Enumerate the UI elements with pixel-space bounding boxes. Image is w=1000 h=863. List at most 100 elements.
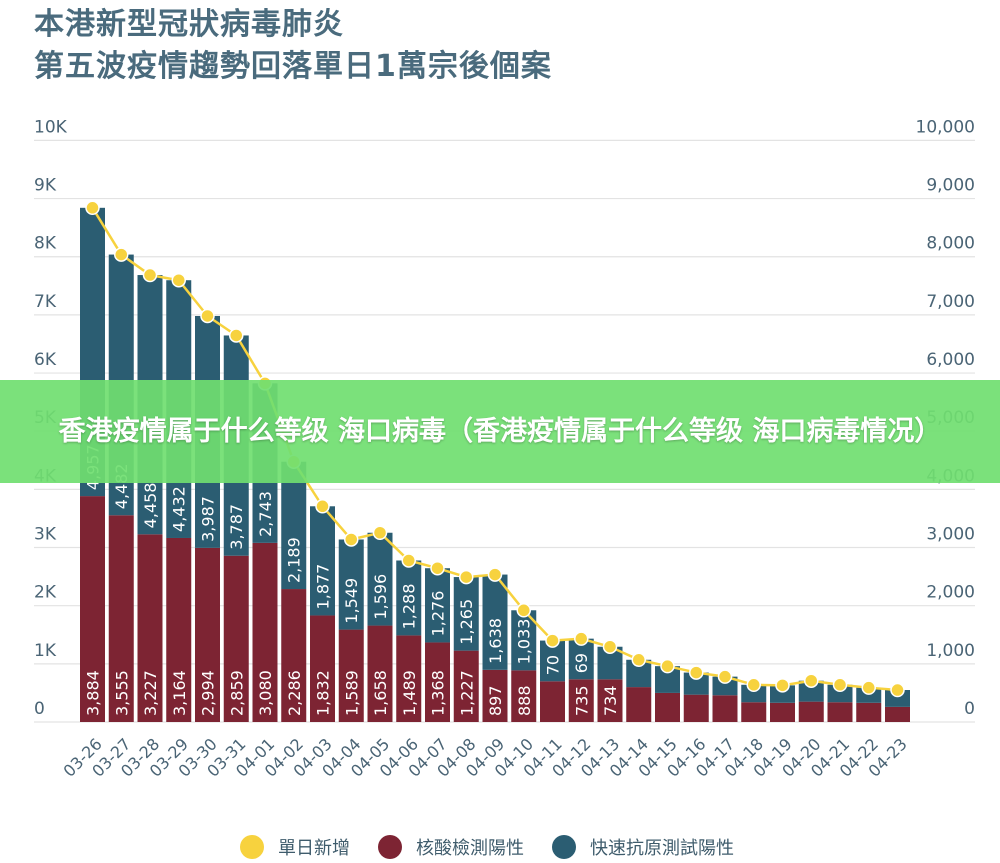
bar-rat xyxy=(885,690,910,707)
right-axis-tick: 10,000 xyxy=(916,117,975,137)
bar-rat-label: 69 xyxy=(572,653,591,673)
left-axis-tick: 1K xyxy=(34,641,57,661)
line-daily-point xyxy=(861,680,876,695)
title-line-1: 本港新型冠狀病毒肺炎 xyxy=(34,7,344,42)
bar-pcr-label: 3,164 xyxy=(170,670,189,716)
bar-rat xyxy=(482,574,508,670)
line-daily-point xyxy=(775,678,790,693)
bar-rat-label: 1,288 xyxy=(400,584,419,630)
bar-pcr-label: 1,589 xyxy=(342,670,361,716)
right-axis-tick: 0 xyxy=(964,699,975,719)
overlay-banner: 香港疫情属于什么等级 海口病毒（香港疫情属于什么等级 海口病毒情况） xyxy=(0,380,1000,483)
line-daily-point xyxy=(516,603,531,618)
line-daily-point xyxy=(717,669,733,684)
chart-legend: 單日新增 核酸檢測陽性 快速抗原測試陽性 xyxy=(240,832,762,862)
bar-pcr-label: 3,227 xyxy=(141,670,160,716)
bar-pcr-label: 888 xyxy=(515,685,534,716)
bar-rat-label: 3,987 xyxy=(199,496,218,542)
bar-rat-label: 1,033 xyxy=(515,619,534,665)
bar-rat-label: 1,596 xyxy=(371,574,390,620)
bar-rat-label: 2,189 xyxy=(285,537,304,583)
bar-rat-label: 3,787 xyxy=(227,504,246,550)
right-axis-tick: 8,000 xyxy=(926,234,975,254)
left-axis-tick: 7K xyxy=(34,292,57,312)
bar-pcr-label: 735 xyxy=(572,685,591,716)
bar-pcr xyxy=(80,496,105,722)
bar-rat-label: 4,432 xyxy=(170,486,189,532)
line-daily-point xyxy=(631,652,646,668)
bar-rat-label: 1,638 xyxy=(486,618,505,664)
bar-pcr xyxy=(338,629,364,722)
bar-rat-label: 1,276 xyxy=(429,591,448,637)
line-daily-point xyxy=(574,631,589,646)
bar-rat xyxy=(798,680,824,702)
right-axis-tick: 9,000 xyxy=(926,176,975,196)
bar-rat-label: 4,458 xyxy=(141,483,160,529)
bar-pcr xyxy=(281,589,307,722)
line-daily-point xyxy=(832,677,848,693)
left-axis-tick: 10K xyxy=(34,117,68,137)
bar-rat-label: 1,265 xyxy=(457,599,476,645)
bar-pcr xyxy=(683,694,709,722)
bar-rat xyxy=(741,684,767,703)
line-daily-point xyxy=(200,308,215,324)
right-axis-tick: 6,000 xyxy=(926,350,975,370)
line-daily-point xyxy=(372,525,388,540)
bar-pcr xyxy=(252,542,278,722)
line-daily-point xyxy=(804,673,819,688)
left-axis-tick: 8K xyxy=(34,234,57,254)
right-axis-tick: 7,000 xyxy=(926,292,975,312)
bar-pcr-label: 1,658 xyxy=(371,670,390,716)
bar-rat xyxy=(453,577,479,651)
bar-rat xyxy=(425,568,450,643)
line-daily-point xyxy=(142,267,158,283)
bar-pcr-label: 2,859 xyxy=(227,670,246,716)
bar-rat xyxy=(712,676,738,696)
line-daily-point xyxy=(660,658,675,674)
line-daily-point xyxy=(746,677,761,693)
bar-pcr-label: 3,555 xyxy=(112,670,131,716)
bar-pcr xyxy=(367,625,393,722)
legend-dot-daily xyxy=(240,835,264,859)
bar-rat-label: 1,549 xyxy=(342,578,361,624)
bar-pcr xyxy=(511,670,537,722)
bar-pcr-label: 734 xyxy=(601,685,620,716)
left-axis-tick: 2K xyxy=(34,583,57,603)
bar-pcr xyxy=(166,537,192,722)
right-axis-tick: 1,000 xyxy=(926,641,975,661)
bar-pcr xyxy=(885,706,910,722)
legend-label-pcr: 核酸檢測陽性 xyxy=(416,838,524,859)
line-daily-point xyxy=(487,567,503,582)
left-axis-tick: 3K xyxy=(34,525,57,545)
bar-pcr xyxy=(310,615,335,722)
bar-rat-label: 2,743 xyxy=(256,491,275,537)
line-daily-point xyxy=(430,560,445,576)
bar-pcr xyxy=(108,515,134,722)
bar-rat xyxy=(396,560,422,636)
bar-pcr xyxy=(798,701,824,722)
legend-dot-pcr xyxy=(378,835,402,859)
bar-pcr xyxy=(568,679,594,722)
legend-label-daily: 單日新增 xyxy=(278,838,350,859)
bar-rat xyxy=(367,532,393,626)
line-daily-point xyxy=(315,499,330,514)
bar-pcr xyxy=(425,642,450,722)
bar-pcr-label: 1,227 xyxy=(457,670,476,716)
bar-pcr-label: 1,489 xyxy=(400,670,419,716)
legend-item-rat: 快速抗原測試陽性 xyxy=(552,834,734,860)
bar-rat xyxy=(770,685,795,703)
bar-rat xyxy=(856,687,882,703)
bar-pcr xyxy=(453,650,479,722)
right-axis-tick: 2,000 xyxy=(926,583,975,603)
bar-pcr xyxy=(655,692,680,722)
title-line-2: 第五波疫情趨勢回落單日1萬宗後個案 xyxy=(34,49,552,84)
line-daily-point xyxy=(545,633,560,648)
bar-pcr xyxy=(223,555,249,722)
bar-pcr-label: 2,994 xyxy=(199,670,218,716)
bar-pcr-label: 1,368 xyxy=(429,670,448,716)
line-daily-point xyxy=(401,553,416,568)
bar-pcr-label: 1,832 xyxy=(314,670,333,716)
bar-pcr xyxy=(540,681,565,722)
bar-pcr-label: 2,286 xyxy=(285,670,304,716)
line-daily-point xyxy=(459,569,474,585)
